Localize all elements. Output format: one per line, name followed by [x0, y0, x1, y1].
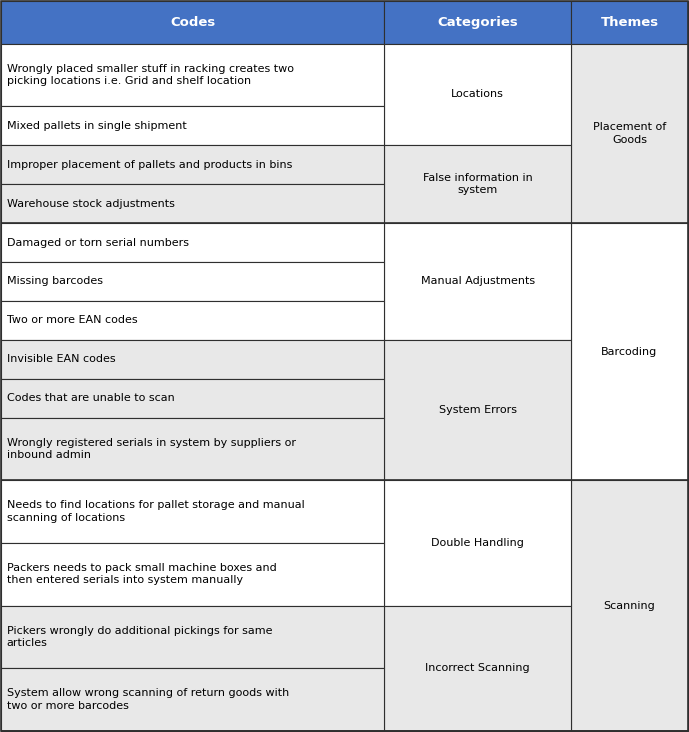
- Text: Scanning: Scanning: [604, 600, 655, 610]
- Text: Needs to find locations for pallet storage and manual
scanning of locations: Needs to find locations for pallet stora…: [7, 501, 305, 523]
- Text: System allow wrong scanning of return goods with
two or more barcodes: System allow wrong scanning of return go…: [7, 688, 289, 711]
- Text: Packers needs to pack small machine boxes and
then entered serials into system m: Packers needs to pack small machine boxe…: [7, 563, 276, 586]
- Text: Manual Adjustments: Manual Adjustments: [421, 277, 535, 286]
- Text: Wrongly placed smaller stuff in racking creates two
picking locations i.e. Grid : Wrongly placed smaller stuff in racking …: [7, 64, 294, 86]
- Bar: [1, 106, 384, 145]
- Bar: [1, 301, 384, 340]
- Bar: [1, 223, 384, 262]
- Bar: [384, 223, 571, 340]
- Bar: [571, 44, 688, 223]
- Text: False information in
system: False information in system: [423, 173, 533, 195]
- Bar: [384, 1, 571, 44]
- Text: Mixed pallets in single shipment: Mixed pallets in single shipment: [7, 121, 187, 131]
- Bar: [571, 223, 688, 480]
- Bar: [1, 543, 384, 605]
- Bar: [384, 340, 571, 480]
- Bar: [1, 1, 384, 44]
- Text: System Errors: System Errors: [439, 405, 517, 415]
- Text: Pickers wrongly do additional pickings for same
articles: Pickers wrongly do additional pickings f…: [7, 626, 272, 648]
- Bar: [1, 480, 384, 543]
- Bar: [384, 605, 571, 731]
- Text: Categories: Categories: [438, 16, 518, 29]
- Bar: [384, 145, 571, 223]
- Text: Improper placement of pallets and products in bins: Improper placement of pallets and produc…: [7, 160, 292, 170]
- Bar: [384, 480, 571, 605]
- Bar: [1, 605, 384, 668]
- Bar: [571, 480, 688, 731]
- Text: Damaged or torn serial numbers: Damaged or torn serial numbers: [7, 238, 189, 247]
- Bar: [1, 262, 384, 301]
- Text: Invisible EAN codes: Invisible EAN codes: [7, 354, 115, 365]
- Bar: [571, 1, 688, 44]
- Bar: [1, 668, 384, 731]
- Bar: [1, 379, 384, 418]
- Text: Themes: Themes: [600, 16, 659, 29]
- Text: Two or more EAN codes: Two or more EAN codes: [7, 315, 137, 326]
- Text: Locations: Locations: [451, 89, 504, 100]
- Text: Wrongly registered serials in system by suppliers or
inbound admin: Wrongly registered serials in system by …: [7, 438, 296, 460]
- Bar: [1, 44, 384, 106]
- Bar: [1, 145, 384, 184]
- Bar: [384, 44, 571, 145]
- Text: Placement of
Goods: Placement of Goods: [593, 122, 666, 144]
- Bar: [1, 418, 384, 480]
- Text: Double Handling: Double Handling: [431, 538, 524, 548]
- Text: Codes that are unable to scan: Codes that are unable to scan: [7, 393, 174, 403]
- Text: Codes: Codes: [170, 16, 216, 29]
- Text: Missing barcodes: Missing barcodes: [7, 277, 103, 286]
- Text: Incorrect Scanning: Incorrect Scanning: [425, 663, 530, 673]
- Bar: [1, 340, 384, 379]
- Text: Barcoding: Barcoding: [601, 347, 657, 356]
- Bar: [1, 184, 384, 223]
- Text: Warehouse stock adjustments: Warehouse stock adjustments: [7, 198, 174, 209]
